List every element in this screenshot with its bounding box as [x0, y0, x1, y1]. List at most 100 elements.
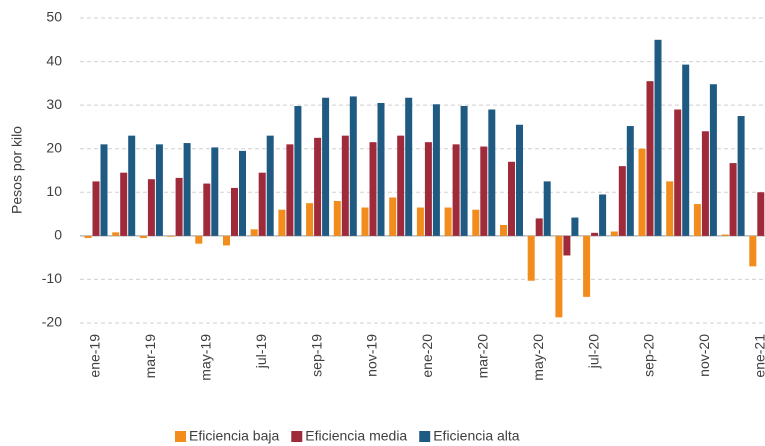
x-tick-label: nov-19 [364, 334, 380, 377]
bar [294, 106, 302, 236]
bar [322, 97, 330, 236]
bar [516, 124, 523, 236]
plot-area: ene-19 mar-19 may-19 jul-19 sep-19 nov-19 ene-… [80, 17, 765, 381]
bar [472, 209, 480, 236]
bar [452, 144, 460, 236]
x-tick-label: sep-19 [308, 334, 324, 377]
y-axis-label: Pesos por kilo [9, 126, 25, 214]
bar [175, 177, 183, 236]
x-tick-label: jul-19 [253, 334, 269, 369]
bar [333, 201, 341, 236]
bar [195, 235, 203, 244]
x-tick-label: mar-20 [475, 334, 491, 379]
x-tick-label: mar-19 [142, 334, 158, 379]
legend-label: Eficiencia media [305, 428, 407, 444]
bar [341, 135, 349, 236]
bar [610, 231, 618, 236]
legend-label: Eficiencia alta [433, 428, 520, 444]
bar [239, 150, 246, 236]
bar [480, 146, 488, 236]
bar [701, 131, 709, 236]
bar [618, 166, 626, 236]
bar [139, 235, 147, 239]
legend-swatch [291, 431, 303, 442]
y-tick-label: -20 [42, 314, 62, 330]
bar [563, 235, 571, 256]
bar [571, 217, 579, 236]
y-tick-label: 20 [46, 139, 62, 155]
x-tick-label: sep-20 [641, 334, 657, 377]
bar [349, 96, 357, 236]
bar [361, 207, 369, 236]
y-tick-label: 0 [54, 227, 62, 243]
x-tick-label: ene-20 [419, 334, 435, 378]
bar [682, 64, 690, 236]
bar [306, 203, 314, 236]
bar [709, 84, 717, 236]
bar [155, 144, 163, 236]
bar [527, 235, 535, 281]
x-tick-label: ene-19 [87, 334, 103, 378]
bar [729, 163, 737, 236]
bar [100, 144, 108, 236]
bar [488, 109, 496, 236]
bar [460, 106, 468, 236]
bar [250, 229, 258, 236]
x-tick-label: may-19 [198, 334, 214, 381]
bar [693, 204, 701, 236]
bar [626, 126, 634, 236]
legend-swatch [175, 431, 186, 442]
bar [674, 109, 682, 236]
bar [500, 224, 507, 236]
bar [203, 183, 211, 236]
bar [749, 235, 757, 267]
bar [646, 81, 654, 236]
legend-swatch [419, 431, 431, 442]
bar [508, 161, 515, 236]
bar [599, 194, 607, 236]
bar [369, 142, 377, 236]
bar [84, 235, 92, 239]
bar [266, 135, 274, 236]
x-tick-label: nov-20 [696, 334, 712, 377]
bar [444, 207, 452, 236]
bar [591, 232, 599, 236]
bar [167, 235, 175, 237]
bar [654, 39, 662, 236]
bar [405, 97, 413, 236]
y-tick-label: 50 [46, 9, 62, 25]
bar [286, 144, 294, 236]
bar [258, 172, 266, 236]
bar [721, 234, 729, 236]
bar [757, 192, 765, 236]
bar [666, 181, 674, 236]
bar [416, 207, 424, 236]
x-tick-label: may-20 [530, 334, 546, 381]
y-tick-label: 40 [46, 52, 62, 68]
bar [120, 172, 128, 236]
bar [543, 181, 551, 236]
y-tick-label: 10 [46, 183, 62, 199]
bar [314, 137, 322, 236]
bar [128, 135, 136, 236]
bar [377, 102, 385, 236]
bar [223, 235, 230, 246]
bar [555, 235, 563, 318]
bar [112, 232, 120, 236]
bar [278, 209, 286, 236]
bar [424, 142, 432, 236]
x-tick-label: jul-20 [585, 334, 601, 369]
y-tick-label: 30 [46, 96, 62, 112]
bar [183, 143, 191, 236]
bar [583, 235, 591, 297]
bar [389, 197, 397, 236]
bar [638, 148, 646, 236]
bar [211, 147, 219, 236]
bar [231, 187, 238, 236]
x-tick-label: ene-21 [752, 334, 765, 378]
bar [397, 135, 405, 236]
legend-label: Eficiencia baja [189, 428, 279, 444]
y-tick-label: -10 [42, 270, 62, 286]
bar [737, 116, 745, 236]
